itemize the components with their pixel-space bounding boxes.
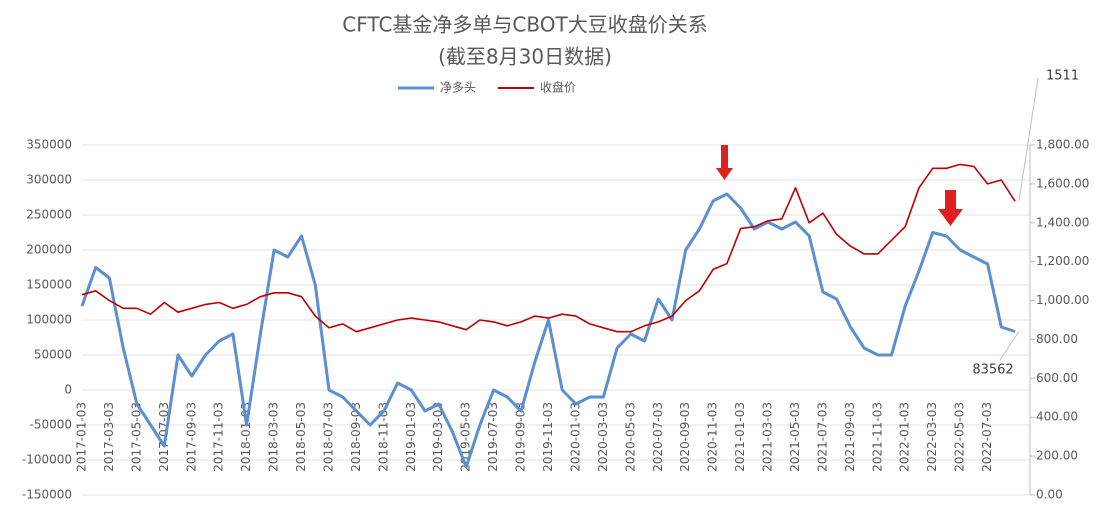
x-tick-label: 2019-01-03 <box>404 402 418 472</box>
y2-tick-label: 1,200.00 <box>1036 254 1089 268</box>
y-tick-label: 300000 <box>26 173 72 187</box>
x-tick-label: 2019-05-03 <box>459 402 473 472</box>
annotation-leader <box>1018 77 1039 202</box>
y-tick-label: 0 <box>64 383 72 397</box>
x-tick-label: 2017-11-03 <box>212 402 226 472</box>
x-tick-label: 2020-07-03 <box>651 402 665 472</box>
y-tick-label: 100000 <box>26 313 72 327</box>
x-tick-label: 2018-05-03 <box>294 402 308 472</box>
y2-tick-label: 1,400.00 <box>1036 215 1089 229</box>
x-tick-label: 2021-03-03 <box>761 402 775 472</box>
y2-tick-label: 1,000.00 <box>1036 293 1089 307</box>
arrow-head <box>716 168 733 180</box>
x-tick-label: 2018-01-03 <box>239 402 253 472</box>
x-tick-label: 2022-03-03 <box>925 402 939 472</box>
y2-tick-label: 200.00 <box>1036 449 1078 463</box>
series-line <box>80 192 1016 469</box>
x-tick-label: 2020-03-03 <box>596 402 610 472</box>
y2-tick-label: 1,800.00 <box>1036 138 1089 152</box>
x-tick-label: 2022-05-03 <box>953 402 967 472</box>
x-tick-label: 2021-09-03 <box>843 402 857 472</box>
x-tick-label: 2021-07-03 <box>815 402 829 472</box>
arrows <box>716 145 963 226</box>
annotation-leader <box>999 331 1020 361</box>
y-tick-label: 200000 <box>26 243 72 257</box>
x-tick-label: 2019-11-03 <box>541 402 555 472</box>
y-tick-label: 150000 <box>26 278 72 292</box>
x-tick-label: 2021-05-03 <box>788 402 802 472</box>
x-tick-label: 2022-07-03 <box>980 402 994 472</box>
x-tick-label: 2018-11-03 <box>376 402 390 472</box>
y2-tick-label: 1,600.00 <box>1036 176 1089 190</box>
x-tick-label: 2019-03-03 <box>431 402 445 472</box>
y-tick-label: -50000 <box>29 418 72 432</box>
x-tick-label: 2019-09-03 <box>514 402 528 472</box>
x-tick-label: 2018-07-03 <box>321 402 335 472</box>
x-tick-label: 2022-01-03 <box>898 402 912 472</box>
chart-subtitle: (截至8月30日数据) <box>438 45 612 69</box>
y2-tick-label: 800.00 <box>1036 332 1078 346</box>
arrow-shaft <box>945 190 956 210</box>
x-tick-label: 2017-05-03 <box>129 402 143 472</box>
y-tick-label: 350000 <box>26 138 72 152</box>
x-tick-label: 2018-03-03 <box>267 402 281 472</box>
x-tick-label: 2019-07-03 <box>486 402 500 472</box>
x-tick-label: 2017-09-03 <box>184 402 198 472</box>
arrow-shaft <box>721 145 728 169</box>
y-tick-label: 250000 <box>26 208 72 222</box>
x-tick-label: 2017-03-03 <box>102 402 116 472</box>
annotation: 1511 <box>1046 69 1079 84</box>
series-line <box>81 163 1016 333</box>
y2-tick-label: 0.00 <box>1036 488 1063 502</box>
x-tick-label: 2020-01-03 <box>568 402 582 472</box>
x-tick-label: 2017-01-03 <box>75 402 89 472</box>
y-tick-label: 50000 <box>34 348 72 362</box>
arrow-head <box>938 209 963 226</box>
legend-label: 净多头 <box>440 81 476 95</box>
y-tick-label: -100000 <box>22 453 72 467</box>
legend-label: 收盘价 <box>540 80 576 95</box>
chart-title: CFTC基金净多单与CBOT大豆收盘价关系 <box>342 13 707 37</box>
y-tick-label: -150000 <box>22 488 72 502</box>
y2-tick-label: 400.00 <box>1036 410 1078 424</box>
x-tick-label: 2021-11-03 <box>870 402 884 472</box>
x-tick-label: 2018-09-03 <box>349 402 363 472</box>
x-tick-label: 2020-11-03 <box>706 402 720 472</box>
x-tick-label: 2020-09-03 <box>678 402 692 472</box>
annotation: 83562 <box>972 363 1013 378</box>
x-tick-label: 2020-05-03 <box>623 402 637 472</box>
x-tick-label: 2021-01-03 <box>733 402 747 472</box>
y2-tick-label: 600.00 <box>1036 371 1078 385</box>
